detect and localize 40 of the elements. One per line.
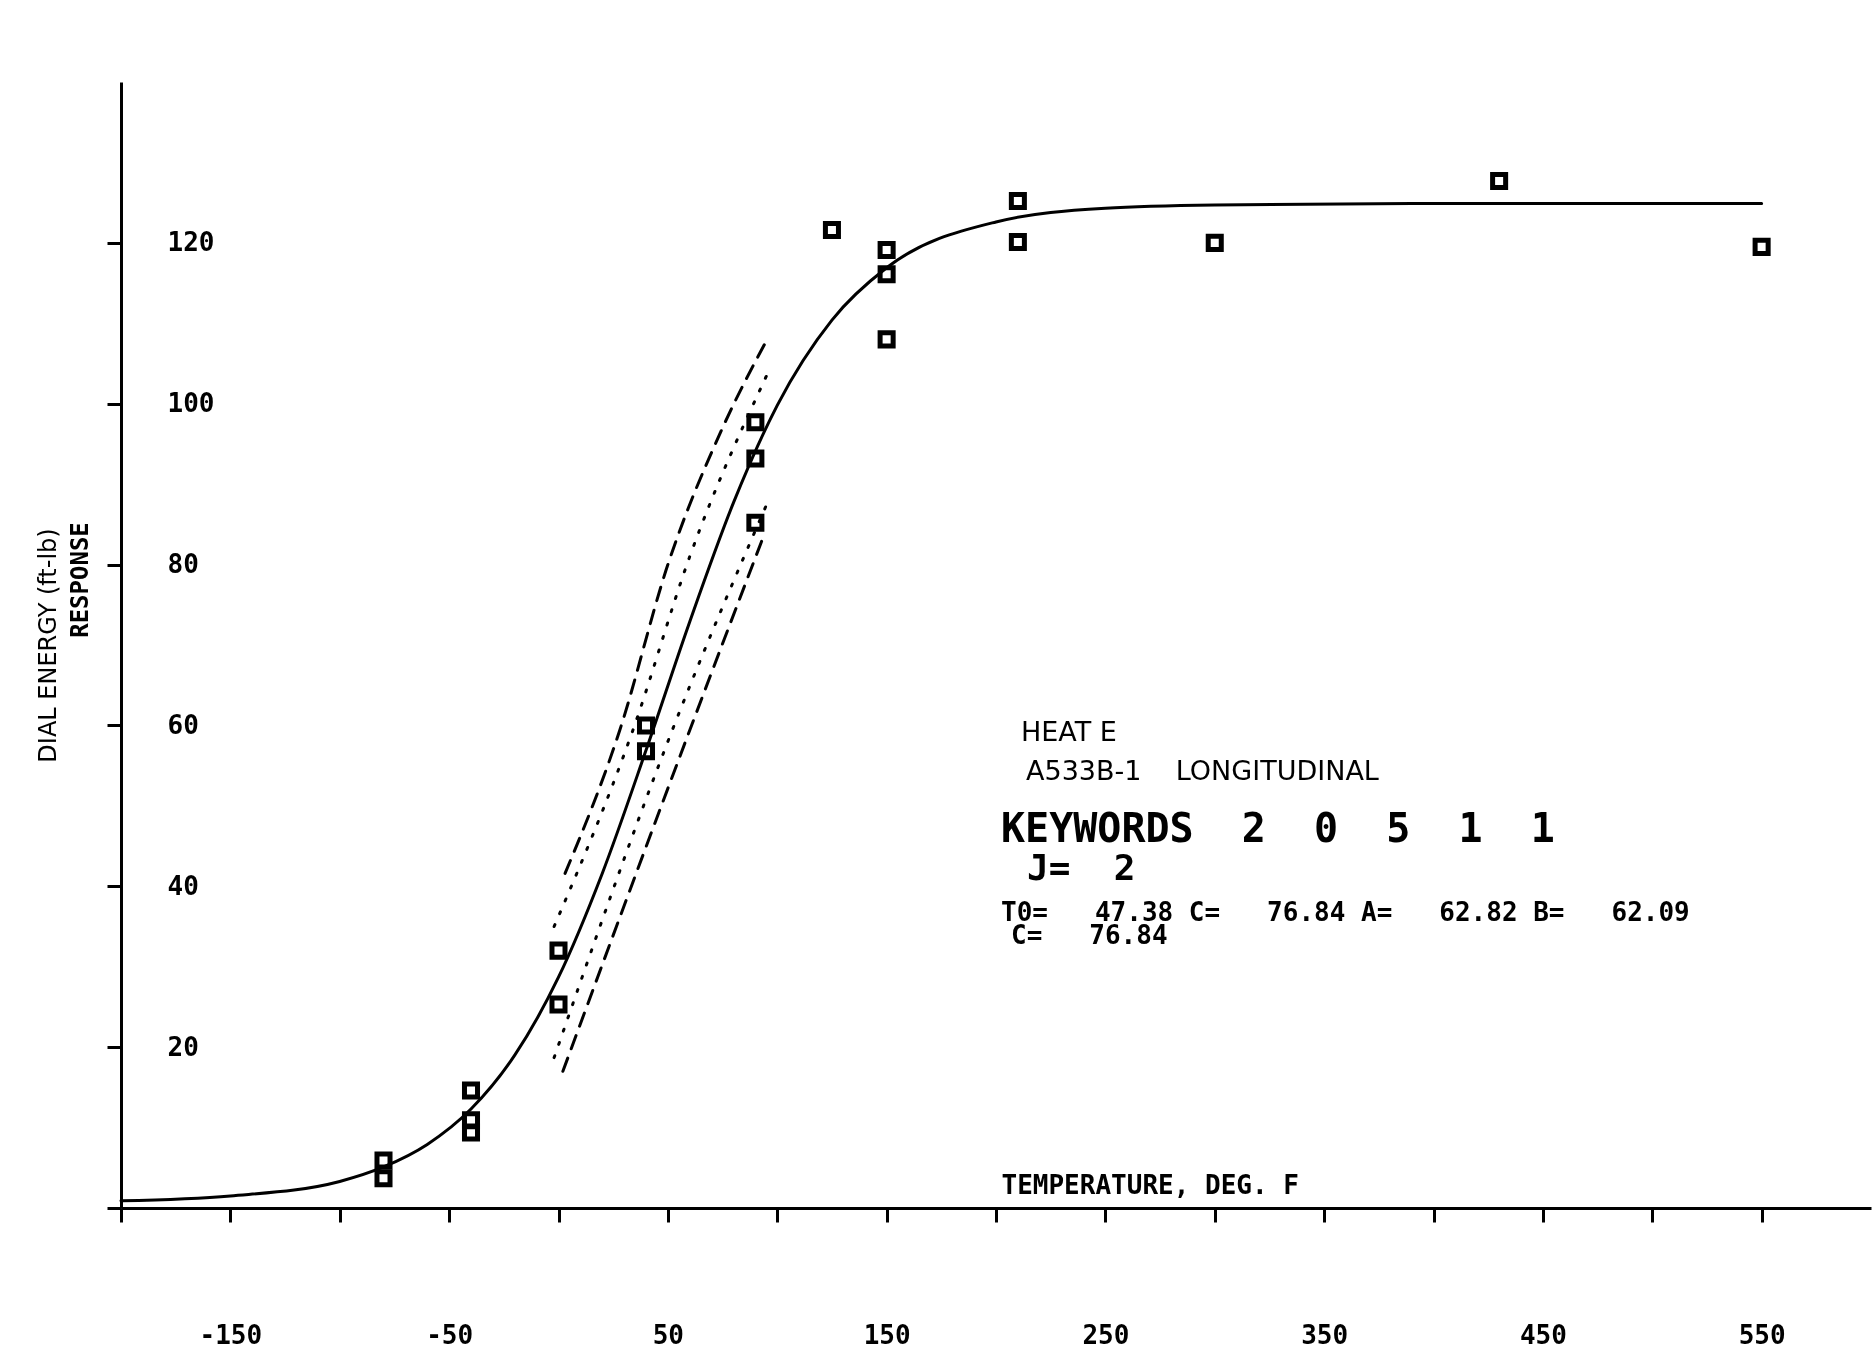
point (549, 941, 568, 960)
point (746, 449, 765, 468)
point (1205, 233, 1224, 252)
x-tick-label: 450 (1519, 1319, 1567, 1350)
point (636, 742, 656, 761)
x-axis-title: TEMPERATURE, DEG. F (1001, 1169, 1299, 1200)
y-axis-title: DIAL ENERGY (ft-lb) (34, 528, 62, 763)
y-tick-label: 120 (167, 227, 215, 258)
x-tick-label: 350 (1301, 1319, 1349, 1350)
text: RESPONSE (66, 522, 94, 638)
point (461, 1081, 481, 1100)
y-tick-label: 60 (167, 709, 199, 740)
x-tick-label: 150 (863, 1319, 911, 1350)
x-tick-label: -50 (426, 1319, 474, 1350)
point (549, 995, 568, 1014)
point (1752, 237, 1771, 256)
y-tick-label: 80 (167, 549, 199, 580)
x-tick-label: -150 (199, 1319, 263, 1350)
annotation: A533B-1 LONGITUDINAL (1026, 755, 1379, 786)
y-tick-label: 40 (167, 870, 199, 901)
point (822, 220, 841, 240)
point (746, 513, 765, 532)
point (877, 265, 896, 284)
annotation: HEAT E (1021, 716, 1117, 747)
point (1490, 171, 1509, 190)
point (1008, 192, 1027, 211)
y-tick-label: 100 (167, 388, 215, 419)
point (374, 1151, 393, 1170)
point (636, 716, 656, 735)
point (374, 1169, 393, 1188)
point (877, 241, 896, 260)
point (1008, 233, 1027, 252)
y-tick-label: 20 (167, 1031, 199, 1062)
point (877, 330, 896, 349)
point (461, 1111, 481, 1130)
point (746, 413, 765, 432)
x-tick-label: 50 (652, 1319, 685, 1350)
x-tick-label: 550 (1738, 1319, 1786, 1350)
x-tick-label: 250 (1082, 1319, 1130, 1350)
point (461, 1123, 481, 1142)
